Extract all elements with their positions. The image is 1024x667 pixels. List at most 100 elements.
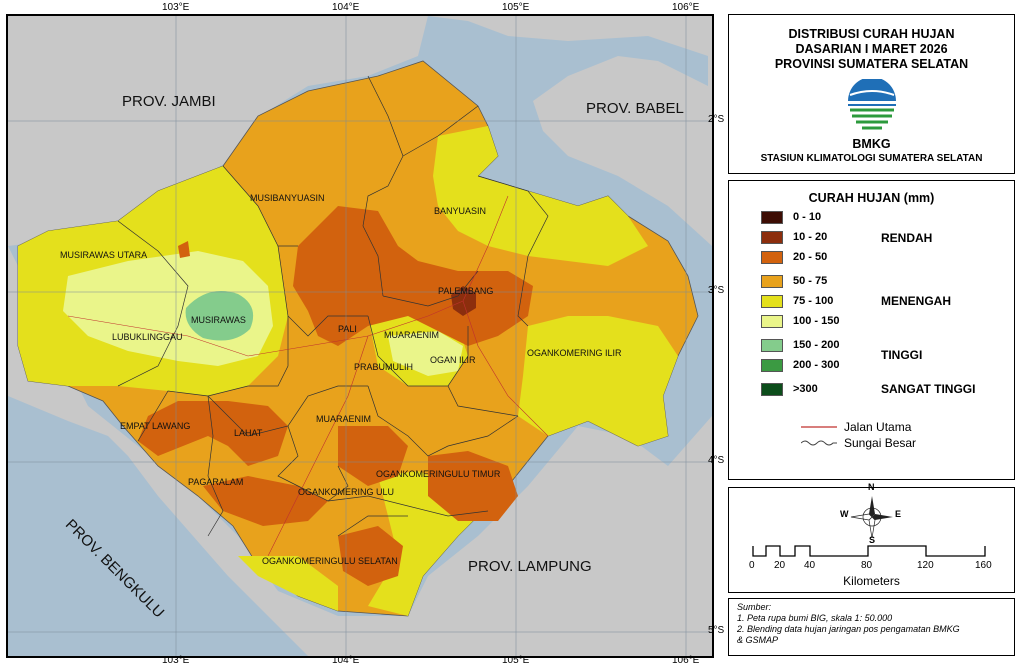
scale-tick-40: 40 — [804, 560, 816, 571]
rain-zone-yellow-sw — [238, 556, 338, 611]
label-banyuasin: BANYUASIN — [434, 206, 487, 216]
legend-title: CURAH HUJAN (mm) — [808, 191, 935, 205]
scale-tick-20: 20 — [774, 560, 786, 571]
rain-zone-green-musirawas — [185, 291, 254, 341]
source-line-3: & GSMAP — [737, 635, 779, 645]
label-pagaralam: PAGARALAM — [188, 477, 244, 487]
compass-south: S — [869, 535, 876, 545]
compass-east: E — [895, 509, 902, 519]
label-lahat: LAHAT — [234, 428, 263, 438]
label-prabumulih: PRABUMULIH — [354, 362, 414, 372]
legend-label-0-10: 0 - 10 — [793, 211, 822, 223]
scale-unit: Kilometers — [843, 574, 900, 588]
source-panel: Sumber: 1. Peta rupa bumi BIG, skala 1: … — [728, 598, 1015, 656]
label-okus: OGANKOMERINGULU SELATAN — [262, 556, 398, 566]
source-heading: Sumber: — [737, 602, 772, 612]
label-ogan-ilir: OGAN ILIR — [430, 355, 476, 365]
lon-tick-106-top: 106°E — [672, 2, 700, 13]
legend-label-50-75: 50 - 75 — [793, 275, 828, 287]
legend-swatch-50-75 — [761, 275, 783, 288]
legend-label-75-100: 75 - 100 — [793, 295, 834, 307]
rain-zone-darkorange-muaraenim — [338, 426, 408, 486]
scale-bar — [752, 545, 986, 557]
lon-tick-105-bottom: 105°E — [502, 655, 530, 666]
label-prov-jambi: PROV. JAMBI — [122, 93, 216, 110]
label-ogankomering-ilir: OGANKOMERING ILIR — [527, 348, 622, 358]
rain-zone-darkorange-north — [293, 206, 533, 346]
rain-zone-brown-palembang — [451, 286, 476, 316]
legend-swatch-over-300 — [761, 383, 783, 396]
title-panel: DISTRIBUSI CURAH HUJAN DASARIAN I MARET … — [728, 14, 1015, 174]
lat-tick-2s: 2°S — [708, 114, 725, 125]
jambi-land — [8, 16, 428, 246]
label-musirawas: MUSIRAWAS — [191, 315, 246, 325]
rain-zone-darkorange-spot — [178, 241, 190, 258]
lon-tick-106-bottom: 106°E — [672, 655, 700, 666]
rain-zone-darkorange-okut — [428, 451, 518, 521]
legend-label-150-200: 150 - 200 — [793, 339, 840, 351]
category-sangat-tinggi: SANGAT TINGGI — [881, 382, 976, 396]
source-line-2: 2. Blending data hujan jaringan pos peng… — [737, 624, 960, 634]
lon-tick-104-top: 104°E — [332, 2, 360, 13]
label-musibanyuasin: MUSIBANYUASIN — [250, 193, 325, 203]
legend-swatch-10-20 — [761, 231, 783, 244]
bengkulu-lampung-land — [8, 246, 712, 656]
map-title-line2: DASARIAN I MARET 2026 — [795, 42, 948, 56]
legend-label-over-300: >300 — [793, 383, 818, 395]
scale-tick-80: 80 — [861, 560, 873, 571]
legend-label-20-50: 20 - 50 — [793, 251, 828, 263]
lat-tick-3s: 3°S — [708, 285, 725, 296]
scale-tick-120: 120 — [917, 560, 934, 571]
legend-swatch-75-100 — [761, 295, 783, 308]
rain-zone-darkorange-okus — [338, 526, 403, 586]
bengkulu-coast-sea — [8, 396, 298, 656]
category-menengah: MENENGAH — [881, 294, 952, 308]
label-muaraenim-south: MUARAENIM — [316, 414, 372, 424]
label-musirawas-utara: MUSIRAWAS UTARA — [60, 250, 148, 260]
legend-swatch-100-150 — [761, 315, 783, 328]
lon-tick-103-top: 103°E — [162, 2, 190, 13]
road-line-symbol — [801, 426, 837, 428]
regency-boundaries — [117, 75, 549, 537]
legend-label-200-300: 200 - 300 — [793, 359, 840, 371]
compass-rose-icon — [850, 496, 893, 539]
lon-tick-104-bottom: 104°E — [332, 655, 360, 666]
legend-road-label: Jalan Utama — [844, 420, 912, 434]
lat-tick-5s: 5°S — [708, 625, 725, 636]
scale-panel: N S W E 0 20 40 80 120 160 Kilometers — [728, 482, 1015, 593]
river-line-symbol — [801, 440, 837, 446]
bmkg-logo — [848, 79, 896, 130]
lon-tick-105-top: 105°E — [502, 2, 530, 13]
label-oku: OGANKOMERING ULU — [298, 487, 395, 497]
map-title-line3: PROVINSI SUMATERA SELATAN — [774, 57, 969, 71]
legend-swatch-20-50 — [761, 251, 783, 264]
label-muaraenim-north: MUARAENIM — [384, 330, 440, 340]
map-title-line1: DISTRIBUSI CURAH HUJAN — [788, 27, 955, 41]
rain-zone-yellow-east — [518, 316, 678, 446]
rain-zone-darkorange-pagaralam — [203, 476, 328, 526]
label-prov-babel: PROV. BABEL — [586, 100, 684, 117]
compass-west: W — [840, 509, 849, 519]
category-tinggi: TINGGI — [881, 348, 923, 362]
label-pali: PALI — [338, 324, 357, 334]
rain-zone-lightyellow-center — [388, 331, 463, 376]
rain-zone-yellow-banyuasin — [433, 126, 648, 266]
scale-tick-160: 160 — [975, 560, 992, 571]
agency-name: BMKG — [852, 137, 891, 151]
source-line-1: 1. Peta rupa bumi BIG, skala 1: 50.000 — [737, 613, 893, 623]
legend-river-label: Sungai Besar — [844, 436, 917, 450]
lon-tick-103-bottom: 103°E — [162, 655, 190, 666]
station-name: STASIUN KLIMATOLOGI SUMATERA SELATAN — [760, 153, 983, 164]
legend-swatch-200-300 — [761, 359, 783, 372]
label-empat-lawang: EMPAT LAWANG — [120, 421, 191, 431]
bangka-island — [428, 16, 712, 246]
road-network — [67, 195, 549, 557]
category-rendah: RENDAH — [881, 231, 933, 245]
scale-tick-0: 0 — [749, 560, 755, 571]
graticule — [8, 16, 712, 656]
label-palembang: PALEMBANG — [438, 286, 494, 296]
label-prov-lampung: PROV. LAMPUNG — [468, 558, 592, 575]
legend-panel: CURAH HUJAN (mm) 0 - 10 10 - 20 20 - 50 … — [728, 180, 1015, 480]
lat-tick-4s: 4°S — [708, 455, 725, 466]
rainfall-map: PROV. JAMBI PROV. BABEL PROV. BENGKULU P… — [6, 14, 714, 658]
